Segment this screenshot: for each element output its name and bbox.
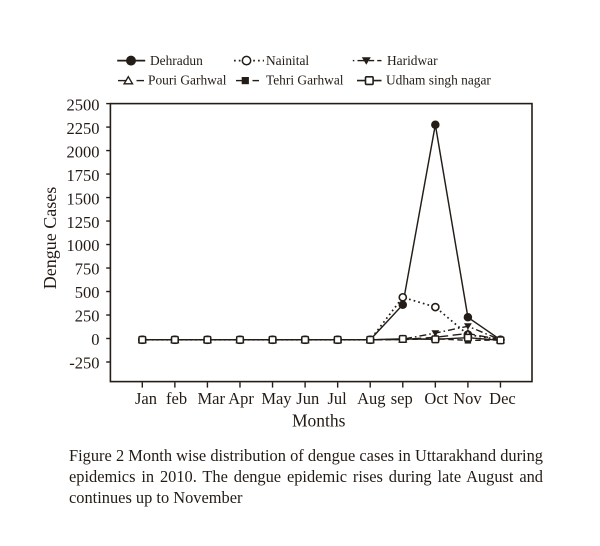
svg-text:Udham singh nagar: Udham singh nagar	[386, 73, 491, 88]
svg-text:2000: 2000	[67, 142, 100, 161]
svg-text:Mar: Mar	[197, 389, 225, 408]
svg-text:sep: sep	[391, 389, 413, 408]
svg-text:0: 0	[91, 330, 99, 349]
svg-text:750: 750	[75, 260, 100, 279]
svg-text:Jan: Jan	[135, 389, 157, 408]
svg-text:-250: -250	[69, 354, 99, 373]
svg-text:Months: Months	[292, 411, 346, 431]
svg-text:1250: 1250	[67, 213, 100, 232]
svg-text:Jun: Jun	[296, 389, 319, 408]
svg-text:Nov: Nov	[453, 389, 482, 408]
svg-text:Apr: Apr	[228, 389, 254, 408]
svg-text:Dehradun: Dehradun	[150, 53, 203, 68]
svg-text:2250: 2250	[67, 119, 100, 138]
svg-text:Tehri Garhwal: Tehri Garhwal	[266, 73, 344, 88]
svg-text:Nainital: Nainital	[266, 53, 309, 68]
svg-text:Dengue Cases: Dengue Cases	[40, 187, 60, 289]
svg-text:2500: 2500	[67, 95, 100, 114]
svg-text:feb: feb	[166, 389, 187, 408]
svg-text:1750: 1750	[67, 166, 100, 185]
svg-text:1000: 1000	[67, 236, 100, 255]
svg-text:1500: 1500	[67, 189, 100, 208]
svg-text:Pouri Garhwal: Pouri Garhwal	[148, 73, 227, 88]
svg-text:Oct: Oct	[424, 389, 448, 408]
svg-text:Aug: Aug	[357, 389, 385, 408]
svg-text:250: 250	[75, 307, 100, 326]
svg-text:Haridwar: Haridwar	[387, 53, 438, 68]
svg-text:Jul: Jul	[328, 389, 348, 408]
svg-text:May: May	[261, 389, 292, 408]
svg-text:Dec: Dec	[489, 389, 516, 408]
svg-text:500: 500	[75, 283, 100, 302]
